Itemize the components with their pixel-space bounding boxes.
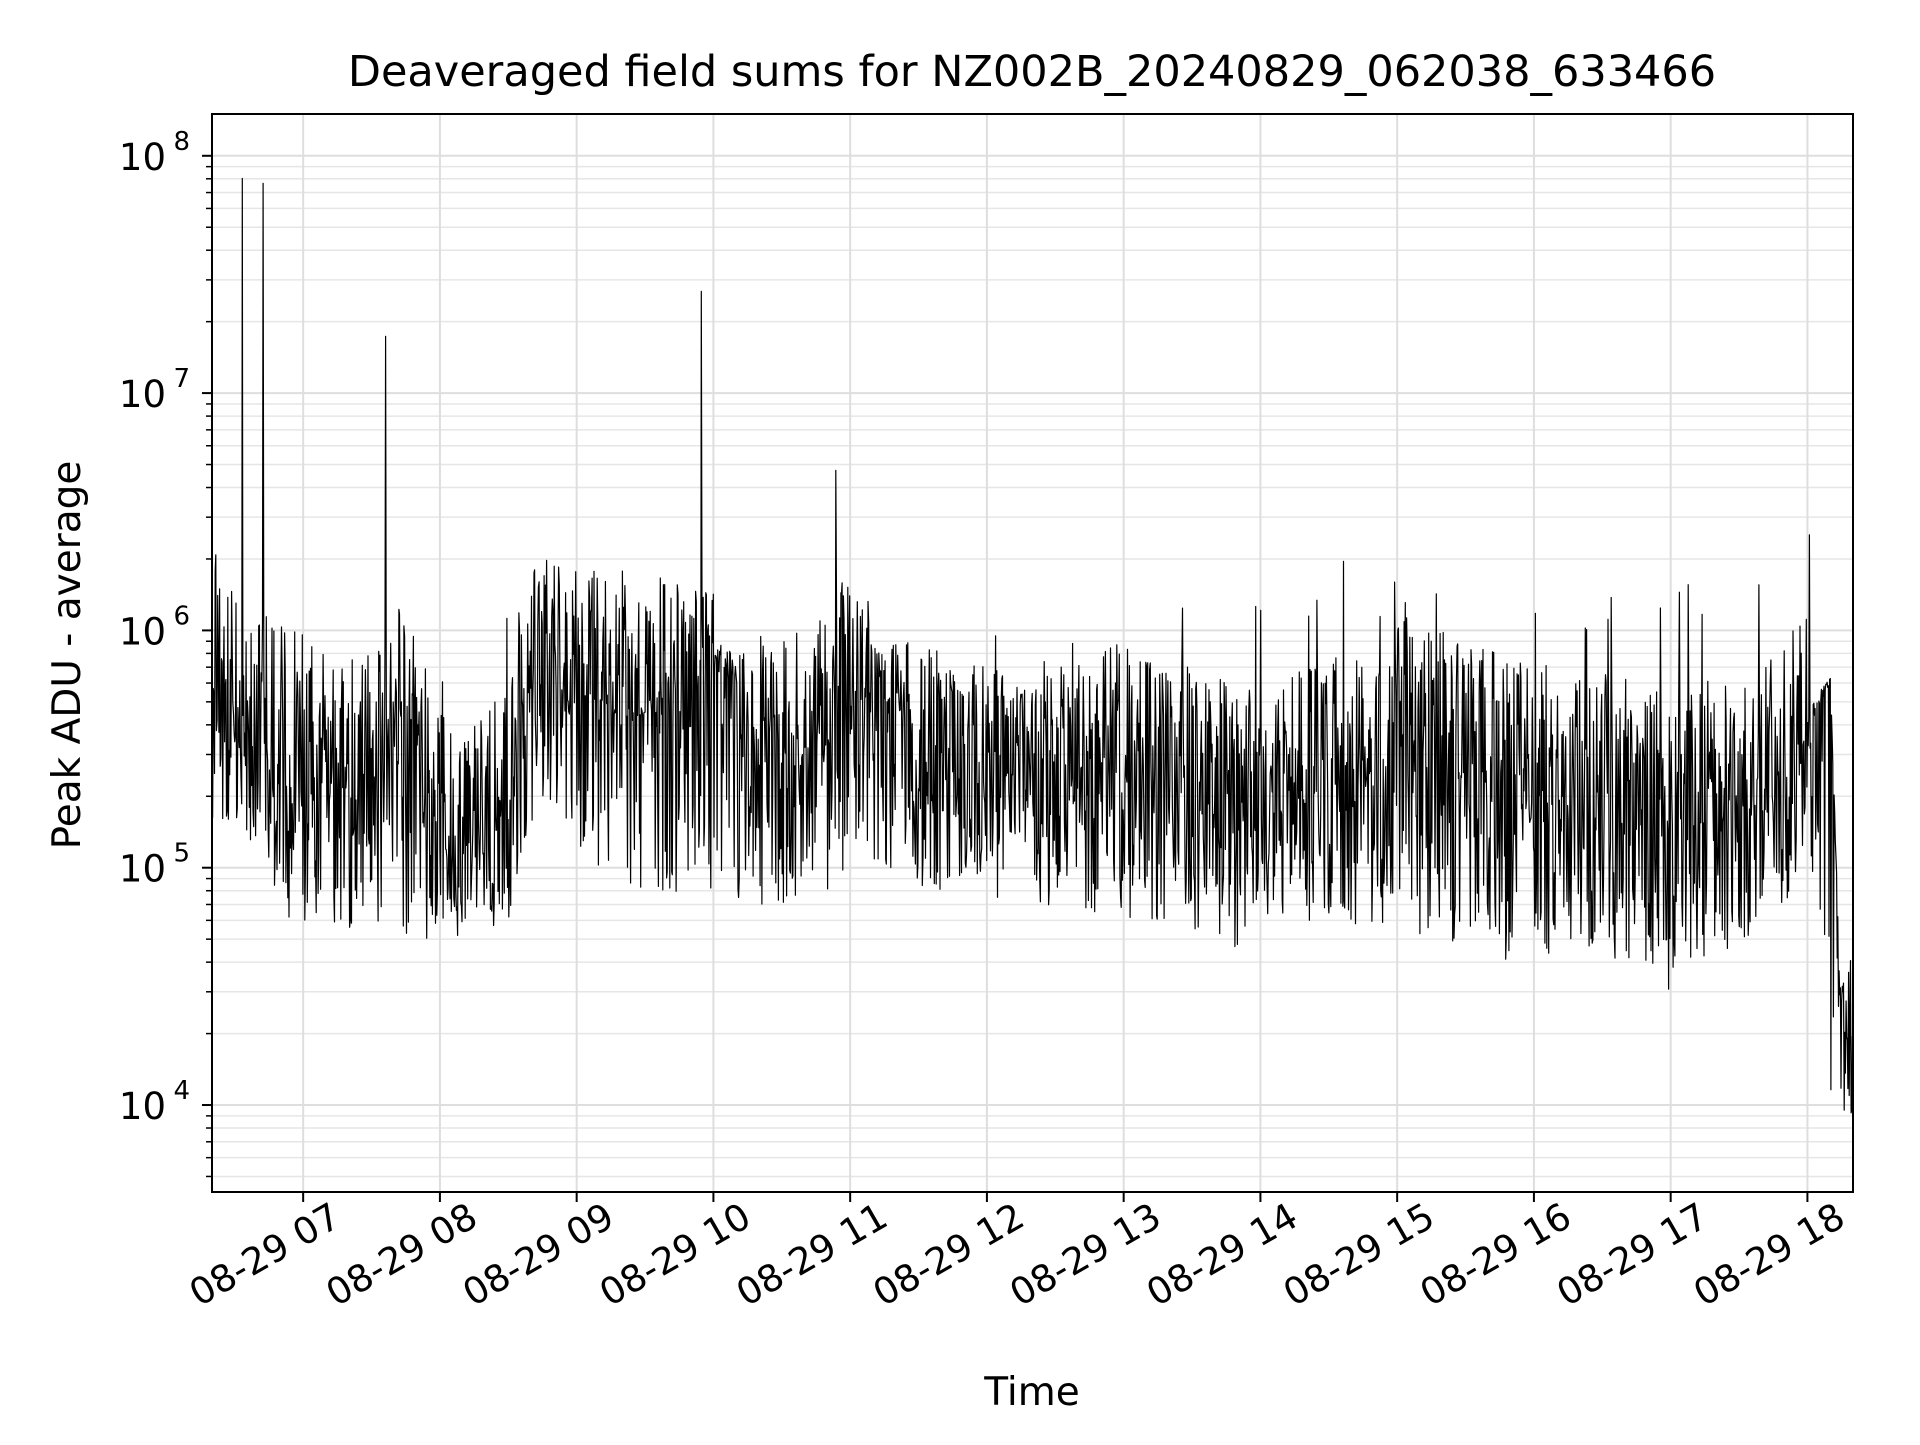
y-tick-label: 10 [119,610,166,653]
x-axis-label: Time [983,1370,1079,1415]
chart-title: Deaveraged field sums for NZ002B_2024082… [348,47,1716,97]
y-tick-exponent: 8 [173,127,190,157]
y-tick-label: 10 [119,136,166,179]
y-tick-exponent: 6 [173,601,190,631]
y-tick-label: 10 [119,848,166,891]
y-axis-label: Peak ADU - average [45,461,90,850]
y-tick-exponent: 4 [173,1076,190,1106]
y-tick-label: 10 [119,373,166,416]
y-tick-label: 10 [119,1085,166,1128]
y-tick-exponent: 7 [173,364,190,394]
y-tick-exponent: 5 [173,839,190,869]
